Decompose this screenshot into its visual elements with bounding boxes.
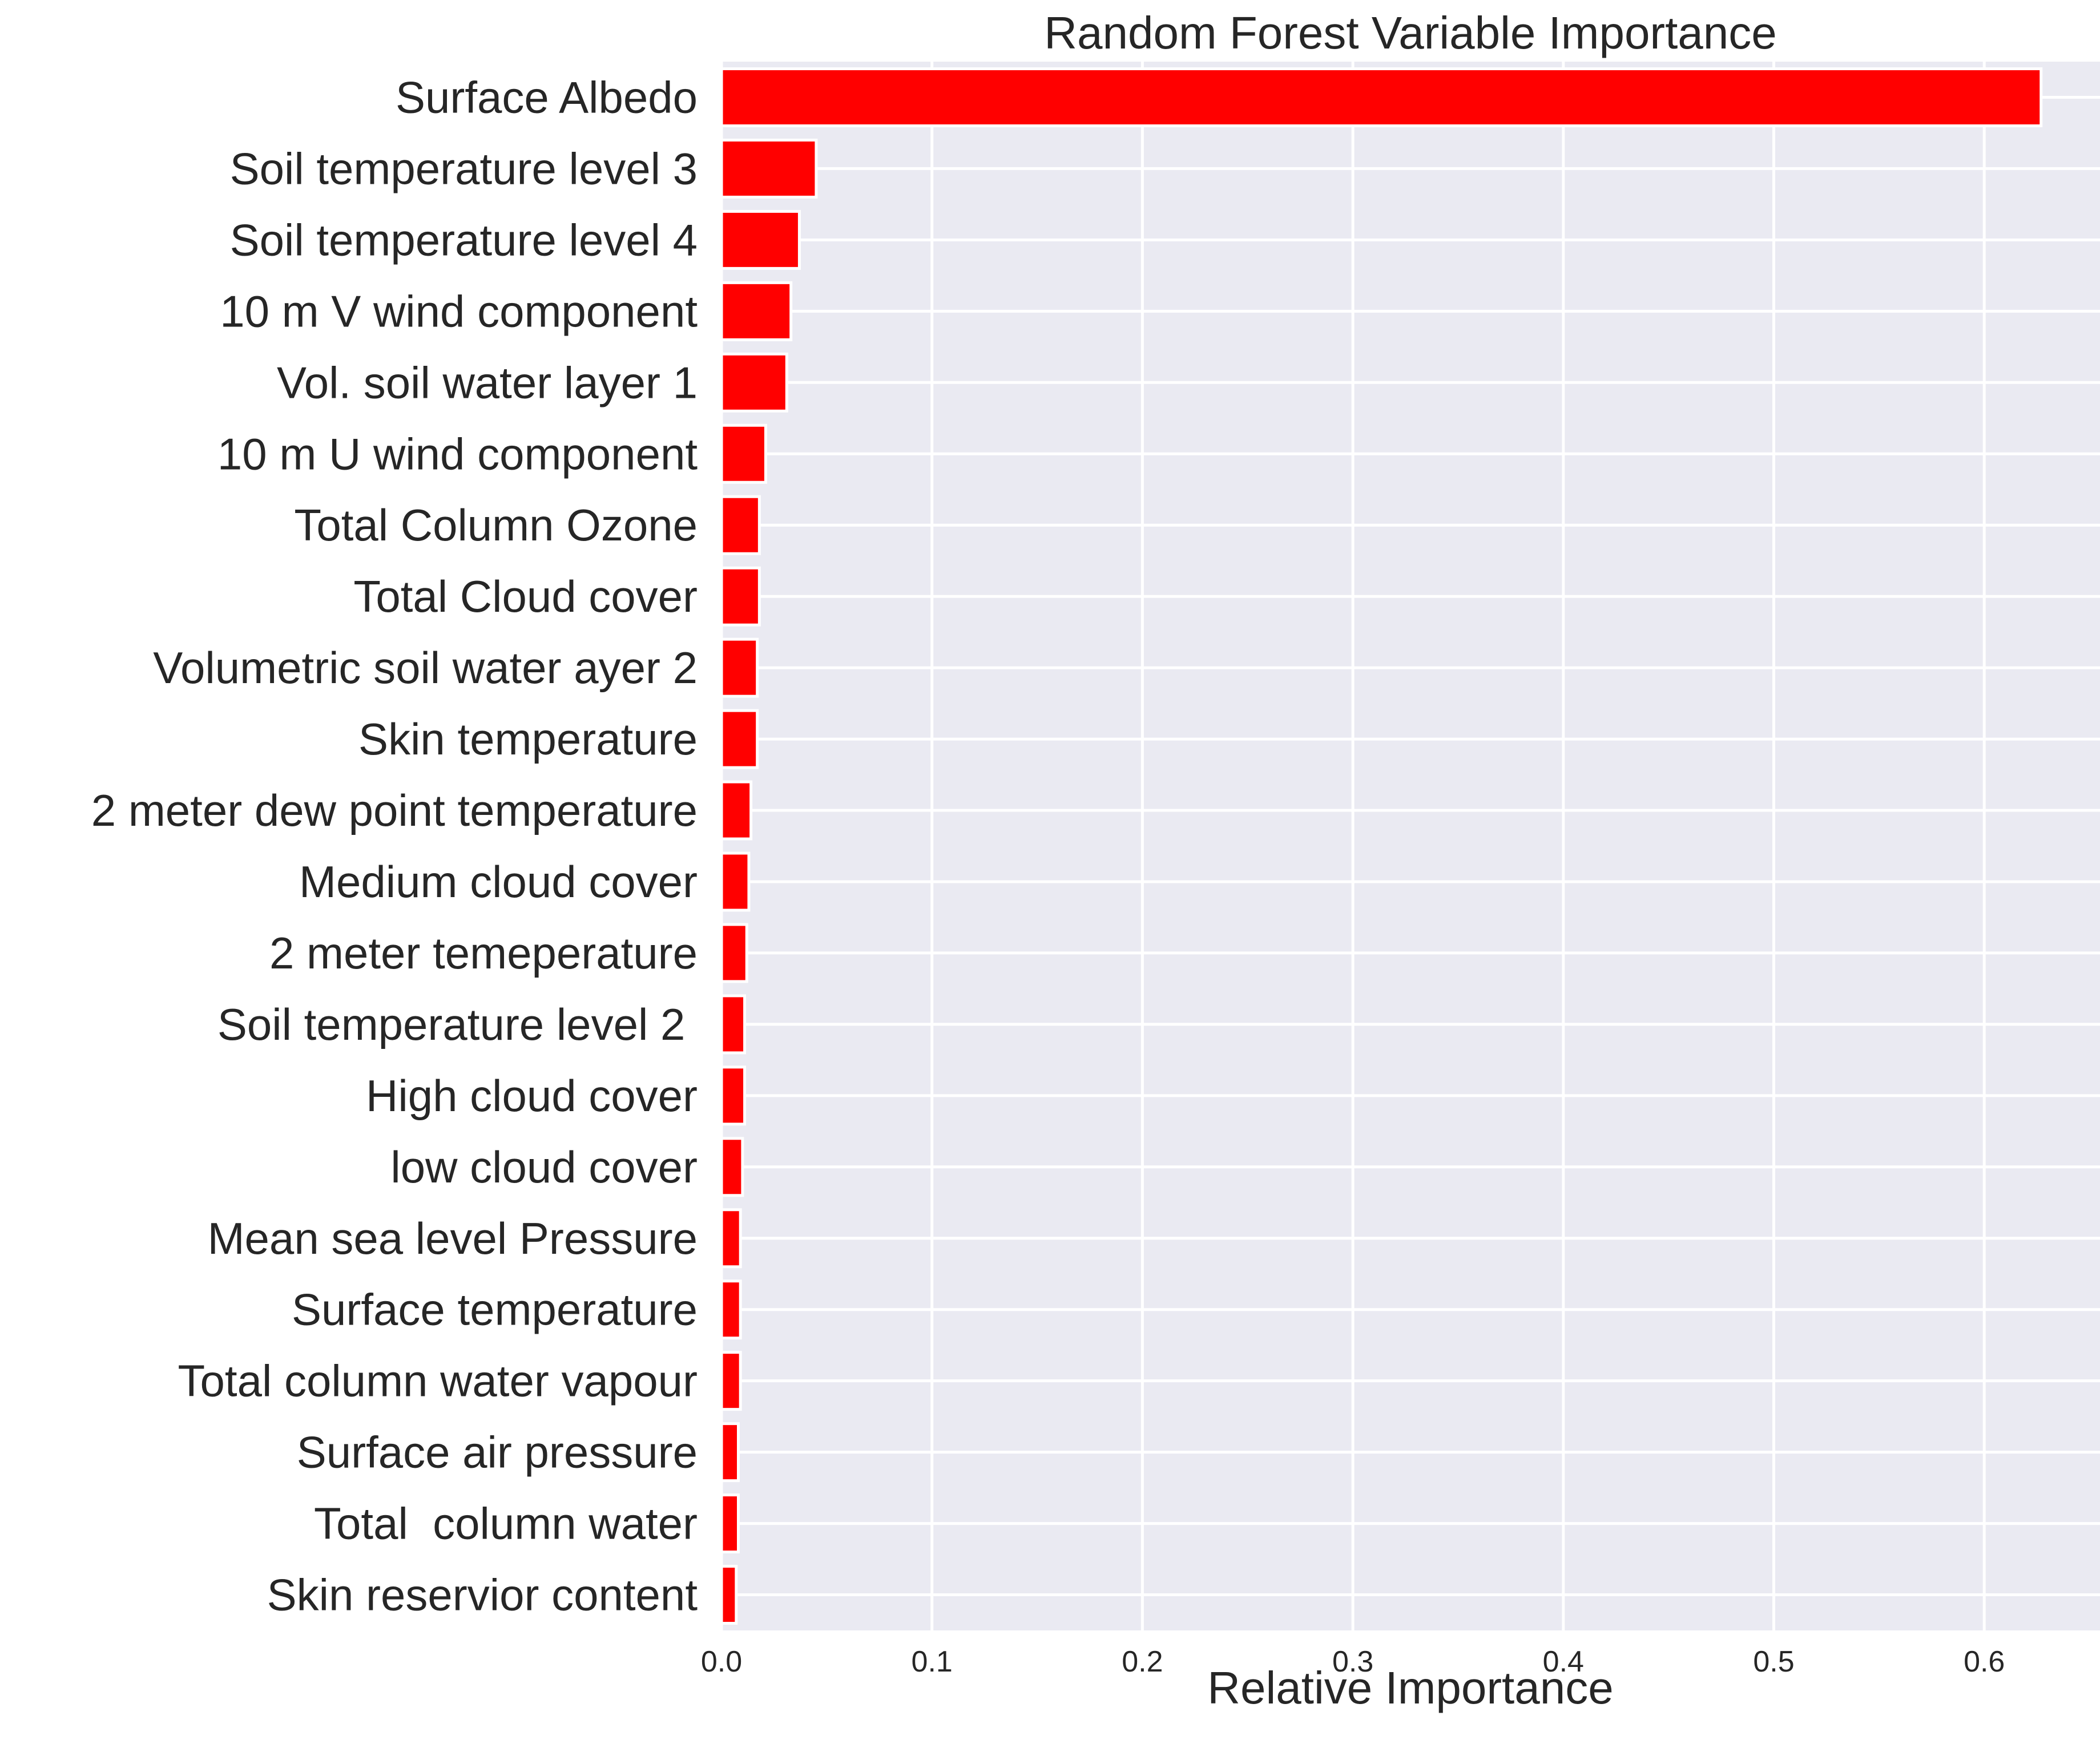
category-label: 2 meter temeperature	[269, 928, 698, 978]
bar	[720, 138, 818, 199]
category-label: Mean sea level Pressure	[208, 1213, 698, 1263]
x-axis-title: Relative Importance	[1207, 1662, 1613, 1713]
bar	[720, 1065, 747, 1126]
x-tick-labels: 0.0 0.1 0.2 0.3 0.4 0.5 0.6	[701, 1645, 2005, 1678]
bar	[720, 495, 761, 555]
bar	[720, 566, 761, 627]
category-label: 10 m U wind component	[217, 429, 698, 479]
bar	[720, 780, 753, 841]
category-labels: Surface Albedo Soil temperature level 3 So…	[91, 72, 698, 1620]
bar	[720, 1493, 740, 1554]
category-label: Vol. soil water layer 1	[277, 357, 698, 407]
category-label: Soil temperature level 3	[230, 143, 698, 193]
x-tick-label: 0.1	[912, 1645, 953, 1678]
category-label: Skin reservior content	[267, 1570, 698, 1620]
x-tick-label: 0.6	[1964, 1645, 2005, 1678]
bar	[720, 1422, 740, 1483]
category-label: Soil temperature level 2	[217, 999, 698, 1049]
category-label: Total column water vapour	[178, 1356, 698, 1406]
gridlines	[720, 62, 2100, 1630]
x-tick-label: 0.0	[701, 1645, 742, 1678]
category-label: Surface Albedo	[396, 72, 698, 122]
x-tick-label: 0.2	[1122, 1645, 1163, 1678]
category-label: Surface temperature	[292, 1285, 698, 1335]
bar	[720, 352, 788, 413]
category-label: 10 m V wind component	[220, 286, 698, 336]
bar	[720, 1565, 738, 1625]
bar	[720, 851, 751, 912]
bar	[720, 637, 759, 698]
bar	[720, 994, 747, 1055]
bar	[720, 281, 793, 341]
category-label: Medium cloud cover	[299, 857, 698, 907]
category-label: Total Cloud cover	[353, 571, 698, 621]
bar	[720, 1279, 742, 1340]
bar	[720, 423, 767, 484]
category-label: Total column water	[314, 1499, 698, 1549]
chart-title: Random Forest Variable Importance	[1044, 7, 1777, 58]
category-label: Total Column Ozone	[294, 500, 698, 550]
x-tick-label: 0.3	[1332, 1645, 1373, 1678]
bar	[720, 1351, 742, 1411]
x-tick-label: 0.5	[1753, 1645, 1794, 1678]
bar	[720, 209, 801, 270]
bar	[720, 923, 748, 983]
plot-area	[722, 62, 2100, 1630]
bar	[720, 1208, 742, 1269]
bar	[720, 1137, 744, 1197]
category-label: High cloud cover	[366, 1071, 698, 1121]
category-label: Soil temperature level 4	[230, 215, 698, 265]
bar	[720, 67, 2043, 127]
bar	[720, 709, 759, 769]
category-label: 2 meter dew point temperature	[91, 785, 698, 835]
category-label: Volumetric soil water ayer 2	[153, 643, 698, 693]
category-label: Skin temperature	[358, 714, 698, 764]
category-label: Surface air pressure	[297, 1427, 698, 1477]
x-tick-label: 0.4	[1543, 1645, 1584, 1678]
bars	[720, 67, 2043, 1625]
category-label: low cloud cover	[390, 1142, 698, 1192]
